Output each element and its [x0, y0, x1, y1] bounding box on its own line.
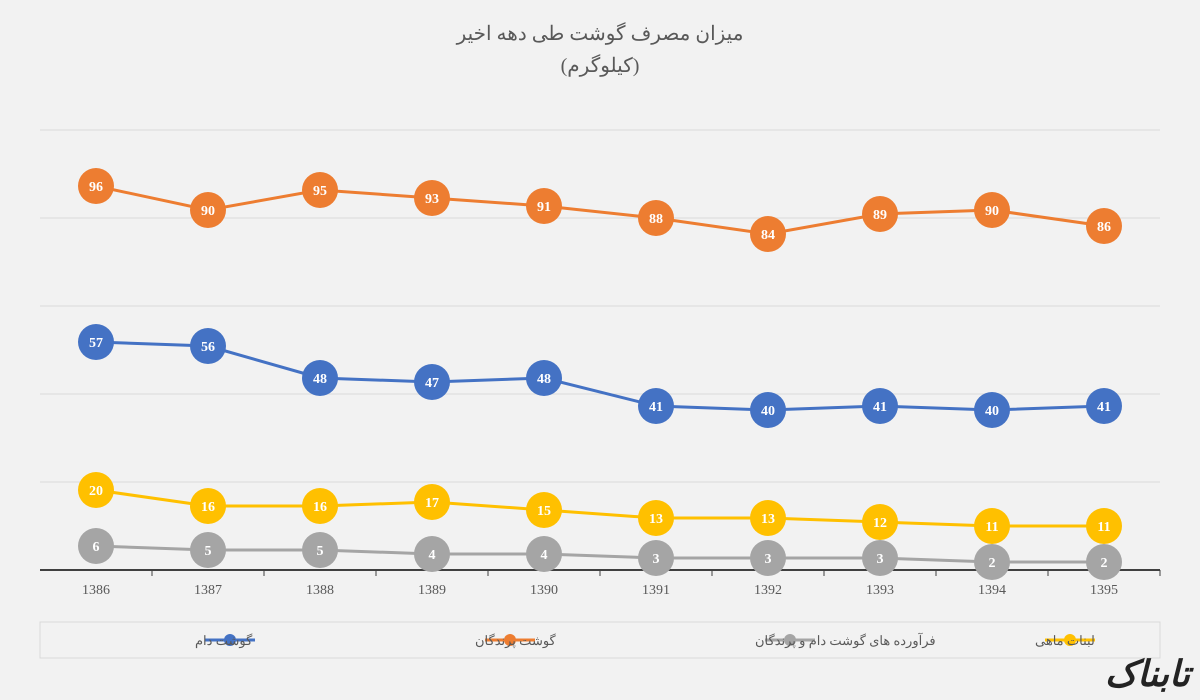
data-label: 86	[1097, 220, 1111, 235]
data-label: 3	[765, 552, 772, 567]
data-label: 40	[985, 404, 999, 419]
data-label: 90	[985, 204, 999, 219]
data-label: 41	[1097, 400, 1111, 415]
data-label: 16	[201, 500, 215, 515]
data-label: 2	[1101, 556, 1108, 571]
legend-label: گوشت پرندگان	[475, 633, 557, 649]
data-label: 95	[313, 184, 327, 199]
x-axis-label: 1393	[866, 583, 894, 598]
data-label: 93	[425, 192, 439, 207]
chart-title-line2: (کیلوگرم)	[561, 54, 640, 77]
data-label: 48	[537, 372, 551, 387]
data-label: 11	[985, 520, 998, 535]
data-label: 48	[313, 372, 327, 387]
data-label: 13	[761, 512, 775, 527]
watermark: تابناک	[1105, 653, 1190, 695]
data-label: 84	[761, 228, 775, 243]
data-label: 6	[93, 540, 100, 555]
x-axis-label: 1388	[306, 583, 334, 598]
data-label: 40	[761, 404, 775, 419]
x-axis-label: 1394	[978, 583, 1006, 598]
data-label: 5	[317, 544, 324, 559]
data-label: 96	[89, 180, 103, 195]
data-label: 3	[653, 552, 660, 567]
data-label: 41	[873, 400, 887, 415]
x-axis-label: 1391	[642, 583, 670, 598]
x-axis-label: 1392	[754, 583, 782, 598]
x-axis-label: 1387	[194, 583, 222, 598]
data-label: 17	[425, 496, 439, 511]
x-axis-label: 1386	[82, 583, 110, 598]
legend-label: لبنات ماهی	[1035, 633, 1095, 648]
data-label: 3	[877, 552, 884, 567]
data-label: 41	[649, 400, 663, 415]
x-axis-label: 1390	[530, 583, 558, 598]
legend-label: گوشت دام	[195, 633, 253, 649]
x-axis-label: 1395	[1090, 583, 1118, 598]
legend-label: فرآورده های گوشت دام و پرندگان	[755, 632, 936, 649]
data-label: 16	[313, 500, 327, 515]
data-label: 15	[537, 504, 551, 519]
data-label: 47	[425, 376, 439, 391]
chart-title-line1: میزان مصرف گوشت طی دهه اخیر	[456, 22, 744, 45]
data-label: 13	[649, 512, 663, 527]
x-axis-label: 1389	[418, 583, 446, 598]
data-label: 12	[873, 516, 887, 531]
data-label: 91	[537, 200, 551, 215]
data-label: 90	[201, 204, 215, 219]
data-label: 11	[1097, 520, 1110, 535]
data-label: 88	[649, 212, 663, 227]
data-label: 89	[873, 208, 887, 223]
data-label: 56	[201, 340, 215, 355]
data-label: 20	[89, 484, 103, 499]
line-chart: میزان مصرف گوشت طی دهه اخیر(کیلوگرم)1386…	[0, 0, 1200, 700]
data-label: 4	[429, 548, 436, 563]
data-label: 57	[89, 336, 103, 351]
data-label: 5	[205, 544, 212, 559]
data-label: 4	[541, 548, 548, 563]
data-label: 2	[989, 556, 996, 571]
